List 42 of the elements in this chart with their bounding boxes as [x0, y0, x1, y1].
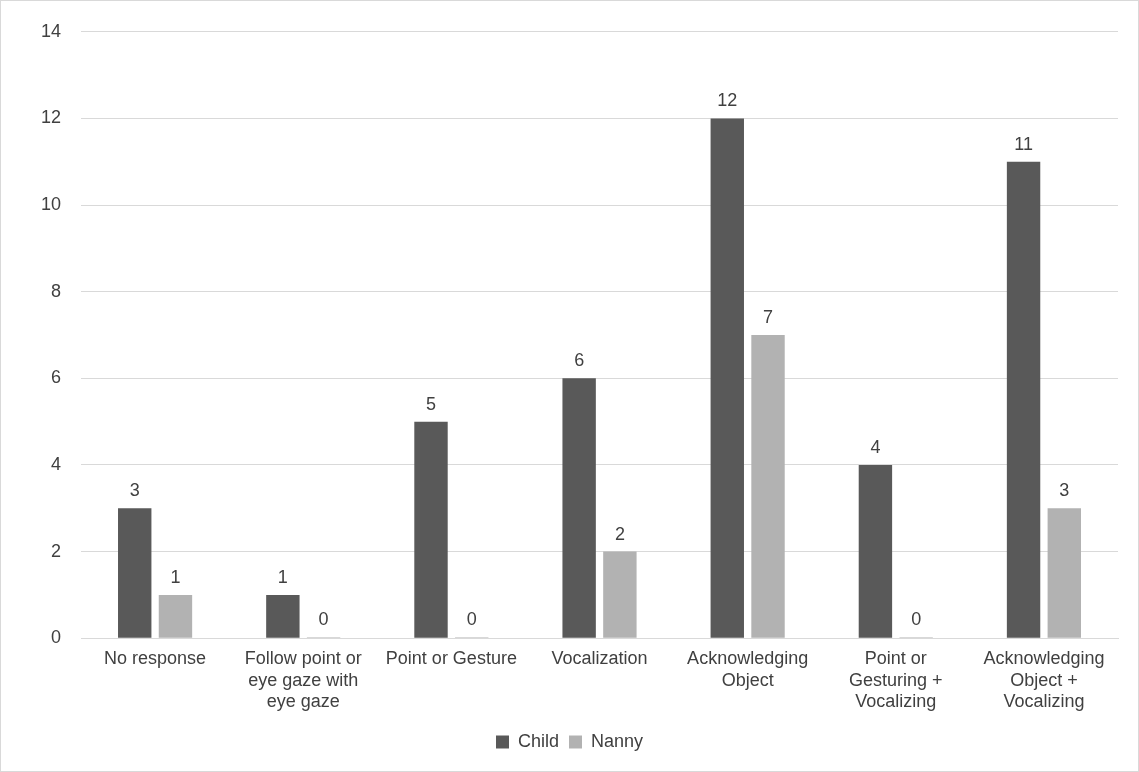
x-tick-label: Acknowledging Object [687, 647, 809, 690]
data-label: 3 [1059, 480, 1070, 501]
data-label: 7 [763, 306, 774, 327]
bar [562, 378, 596, 638]
x-tick-label: Point or Gesture [385, 647, 517, 668]
data-label: 6 [574, 350, 585, 371]
data-label: 12 [717, 90, 738, 111]
y-tick-label: 10 [40, 194, 62, 215]
bar [1006, 161, 1041, 638]
data-label: 0 [318, 609, 329, 630]
bar [158, 594, 193, 638]
legend-label: Child [517, 730, 560, 751]
bar [710, 118, 744, 638]
data-label: 1 [277, 566, 288, 587]
y-tick-label: 4 [51, 453, 62, 474]
y-tick-label: 12 [40, 107, 62, 128]
y-tick-label: 14 [40, 20, 62, 41]
data-label: 5 [425, 393, 437, 414]
x-tick-label: Point or Gesturing + Vocalizing [849, 647, 943, 712]
data-label: 2 [614, 523, 625, 544]
y-tick-label: 6 [51, 367, 62, 388]
legend-label: Nanny [590, 730, 644, 751]
bar [751, 335, 785, 638]
bar [858, 464, 893, 638]
bar [1047, 508, 1081, 638]
y-tick-label: 2 [51, 540, 62, 561]
x-tick-label: Follow point or eye gaze with eye gaze [244, 647, 362, 712]
x-tick-label: Acknowledging Object + Vocalizing [983, 647, 1105, 712]
bar [603, 551, 637, 638]
data-label: 0 [911, 609, 922, 630]
data-label: 4 [870, 436, 881, 457]
bar [118, 508, 152, 638]
data-label: 3 [129, 480, 140, 501]
data-label: 11 [1014, 133, 1033, 154]
y-tick-label: 0 [51, 627, 62, 648]
bar [266, 594, 300, 638]
data-label: 0 [466, 609, 477, 630]
bar [414, 421, 448, 638]
x-tick-label: Vocalization [551, 647, 648, 668]
data-label: 1 [170, 566, 181, 587]
x-tick-label: No response [104, 647, 207, 668]
y-tick-label: 8 [51, 280, 62, 301]
